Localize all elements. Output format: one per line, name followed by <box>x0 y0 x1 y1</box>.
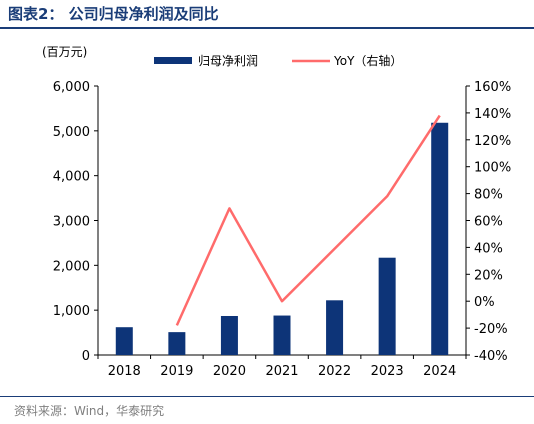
legend-bar-swatch <box>154 57 192 64</box>
y2-tick-label: 100% <box>474 161 511 176</box>
y2-tick-label: 140% <box>474 107 511 122</box>
footer-rule <box>0 396 534 397</box>
bar <box>431 122 449 355</box>
y2-tick-label: 60% <box>474 215 503 230</box>
bar <box>220 315 238 355</box>
x-tick-label: 2024 <box>423 364 456 379</box>
figure-title: 图表2： 公司归母净利润及同比 <box>8 5 219 23</box>
y-tick-label: 0 <box>82 349 90 364</box>
x-tick-label: 2019 <box>160 364 193 379</box>
legend-bar-label: 归母净利润 <box>198 54 258 68</box>
yoy-line <box>175 114 441 326</box>
y-tick-label: 3,000 <box>53 215 90 230</box>
y-tick-label: 6,000 <box>53 80 90 95</box>
y2-tick-label: 120% <box>474 134 511 149</box>
y2-tick-label: 20% <box>474 268 503 283</box>
bar <box>168 332 186 355</box>
bar <box>326 300 344 355</box>
legend: 归母净利润 YoY（右轴） <box>154 53 402 68</box>
y-tick-label: 4,000 <box>53 170 90 185</box>
y-tick-label: 5,000 <box>53 125 90 140</box>
figure-header: 图表2： 公司归母净利润及同比 <box>0 0 534 30</box>
y2-tick-label: -40% <box>474 349 508 364</box>
y2-tick-label: 80% <box>474 188 503 203</box>
bar-series <box>115 122 449 355</box>
y2-tick-label: -20% <box>474 322 508 337</box>
x-tick-label: 2020 <box>213 364 246 379</box>
x-tick-label: 2021 <box>265 364 298 379</box>
y-unit-label: (百万元) <box>42 45 87 59</box>
bar <box>378 257 396 355</box>
x-tick-label: 2022 <box>318 364 351 379</box>
source-note: 资料来源：Wind，华泰研究 <box>14 404 165 418</box>
figure-footer: 资料来源：Wind，华泰研究 <box>0 392 534 424</box>
bar <box>115 327 133 355</box>
header-rule <box>0 27 534 29</box>
y2-tick-label: 0% <box>474 295 495 310</box>
legend-line-label: YoY（右轴） <box>333 53 402 68</box>
x-tick-label: 2018 <box>108 364 141 379</box>
chart: (百万元) 归母净利润 YoY（右轴） 0 1,000 2,000 3,000 4,00… <box>42 45 511 379</box>
y-tick-label: 2,000 <box>53 259 90 274</box>
y2-tick-label: 160% <box>474 80 511 95</box>
y-tick-label: 1,000 <box>53 304 90 319</box>
y2-tick-label: 40% <box>474 241 503 256</box>
x-tick-label: 2023 <box>371 364 404 379</box>
bar <box>273 315 291 355</box>
axes: 0 1,000 2,000 3,000 4,000 5,000 6,000 -40% -20% 0… <box>53 80 511 379</box>
line-series <box>175 114 441 326</box>
